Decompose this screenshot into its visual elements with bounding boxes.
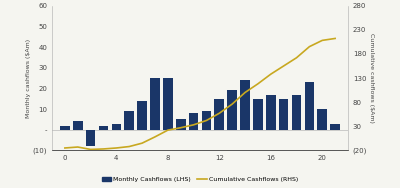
Bar [60, 126, 70, 130]
Bar [176, 119, 186, 130]
Bar [330, 124, 340, 130]
Bar [214, 99, 224, 130]
Bar [227, 90, 237, 130]
Bar [189, 113, 198, 130]
Bar [240, 80, 250, 130]
Bar [73, 121, 82, 130]
Bar [112, 124, 121, 130]
Y-axis label: Monthly cashflows ($Am): Monthly cashflows ($Am) [26, 39, 30, 118]
Legend: Monthly Cashflows (LHS), Cumulative Cashflows (RHS): Monthly Cashflows (LHS), Cumulative Cash… [99, 174, 301, 185]
Bar [137, 101, 147, 130]
Bar [150, 78, 160, 130]
Bar [86, 130, 96, 146]
Bar [202, 111, 211, 130]
Bar [253, 99, 263, 130]
Bar [124, 111, 134, 130]
Bar [163, 78, 173, 130]
Bar [304, 82, 314, 130]
Bar [292, 95, 301, 130]
Bar [318, 109, 327, 130]
Y-axis label: Cumulative cashflows ($Am): Cumulative cashflows ($Am) [369, 33, 374, 123]
Bar [99, 126, 108, 130]
Bar [279, 99, 288, 130]
Bar [266, 95, 276, 130]
